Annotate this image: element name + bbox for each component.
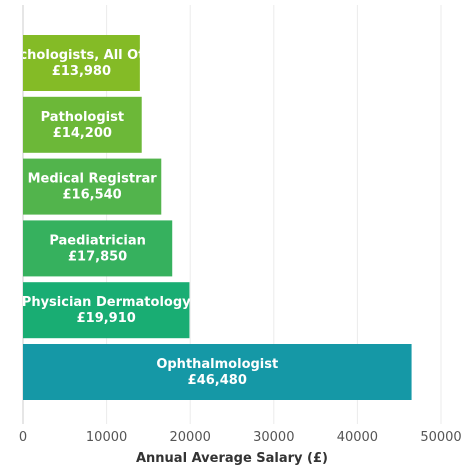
bar <box>23 35 140 91</box>
bar-category-label: Physician Dermatology <box>22 295 191 310</box>
bar-value-label: £19,910 <box>77 311 136 326</box>
x-tick-labels: 0 10000 20000 30000 40000 50000 <box>19 430 462 445</box>
bar-value-label: £16,540 <box>63 188 122 203</box>
bar <box>23 158 162 215</box>
bar-category-label: Psychologists, All Other <box>0 48 169 63</box>
bar-value-label: £46,480 <box>188 373 247 388</box>
bar <box>23 344 412 400</box>
bar-group: Ophthalmologist£46,480 <box>23 344 412 400</box>
bar-category-label: Medical Registrar <box>28 172 158 187</box>
x-tick-label: 40000 <box>337 430 378 445</box>
bar-value-label: £17,850 <box>68 249 127 264</box>
x-tick-label: 0 <box>19 430 27 445</box>
bar-group: Paediatrician£17,850 <box>23 220 173 277</box>
bar <box>23 96 142 153</box>
x-tick-label: 20000 <box>170 430 211 445</box>
x-axis-title: Annual Average Salary (£) <box>136 451 328 466</box>
bar-group: Psychologists, All Other£13,980 <box>0 35 169 91</box>
bars-group: Psychologists, All Other£13,980Pathologi… <box>0 35 412 400</box>
bar-value-label: £14,200 <box>53 126 112 141</box>
x-tick-label: 10000 <box>86 430 127 445</box>
bar-category-label: Paediatrician <box>49 233 146 248</box>
bar <box>23 220 173 277</box>
bar-category-label: Ophthalmologist <box>156 357 278 372</box>
x-tick-label: 30000 <box>253 430 294 445</box>
bar <box>23 282 190 339</box>
bar-group: Pathologist£14,200 <box>23 96 142 153</box>
bar-group: Medical Registrar£16,540 <box>23 158 162 215</box>
x-tick-label: 50000 <box>420 430 461 445</box>
bar-value-label: £13,980 <box>52 64 111 79</box>
bar-category-label: Pathologist <box>41 110 124 125</box>
bar-group: Physician Dermatology£19,910 <box>22 282 191 339</box>
